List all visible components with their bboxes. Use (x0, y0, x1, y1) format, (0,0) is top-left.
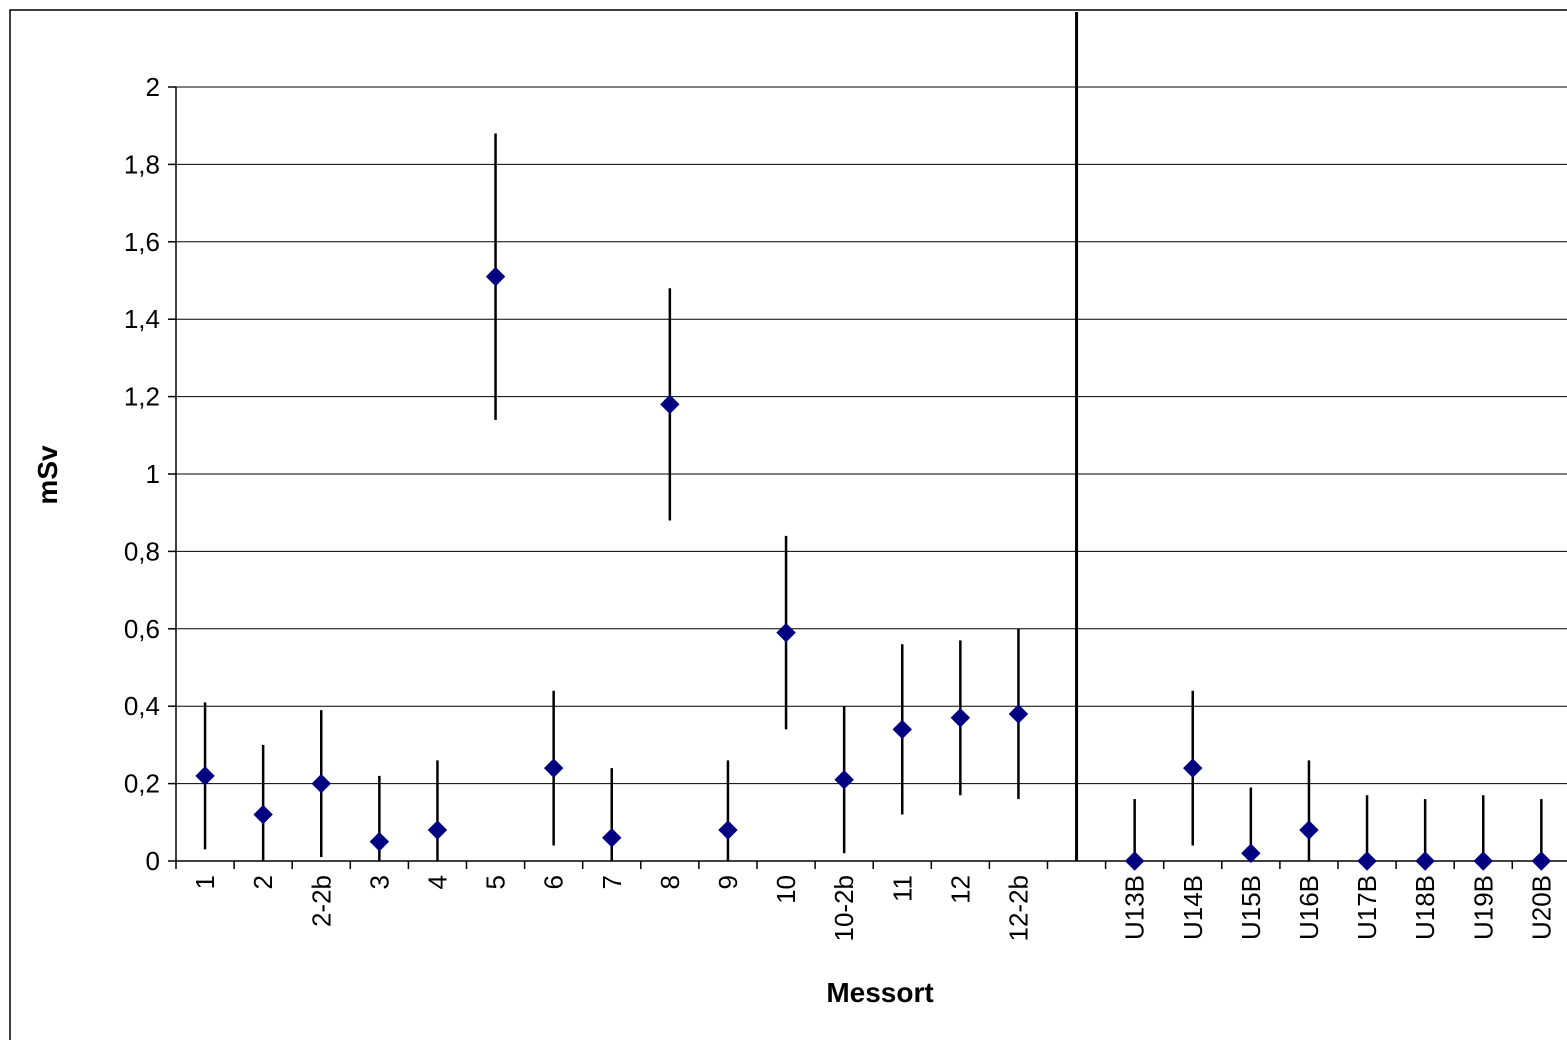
x-tick-label: U17B (1352, 875, 1382, 940)
data-point-marker (369, 831, 390, 852)
data-point-marker (834, 770, 854, 790)
x-tick-label: 6 (539, 875, 569, 889)
x-tick-label: 7 (597, 875, 627, 889)
x-tick-label: U16B (1294, 875, 1324, 940)
x-tick-label: 5 (481, 875, 511, 889)
error-bars (203, 133, 1543, 861)
data-point-marker (485, 266, 506, 287)
data-point-marker (1415, 851, 1435, 871)
chart-area-border (9, 9, 1567, 1040)
x-axis-ticks: 1 2 2-2b 3 4 5 6 7 8 9 10 10-2b 11 12 12-2b U13B U14B U15… (175, 861, 1556, 942)
data-point-marker (311, 773, 331, 794)
x-tick-label: 12-2b (1003, 875, 1033, 942)
x-tick-label: U20B (1526, 875, 1556, 940)
y-tick-label: 1 (146, 459, 160, 489)
x-tick-label: 1 (190, 875, 220, 889)
x-tick-label: 11 (887, 875, 917, 902)
gridlines (176, 86, 1567, 785)
y-tick-label: 1,2 (124, 382, 160, 412)
data-point-marker (195, 766, 215, 786)
data-point-marker (253, 804, 273, 825)
x-tick-label: 2-2b (306, 875, 336, 927)
y-tick-label: 1,6 (124, 227, 160, 257)
x-tick-label: U14B (1178, 875, 1208, 940)
x-tick-label: 12 (945, 875, 975, 904)
y-tick-label: 1,4 (124, 304, 160, 334)
data-point-marker (1531, 851, 1552, 871)
y-axis-title: mSv (32, 445, 63, 505)
data-point-marker (1299, 820, 1319, 840)
data-point-marker (776, 622, 796, 643)
x-tick-label: U15B (1236, 875, 1266, 940)
data-point-marker (543, 758, 564, 778)
data-points (195, 266, 1552, 871)
x-tick-label: 10-2b (829, 875, 859, 942)
data-point-marker (1241, 843, 1261, 863)
x-tick-label: 2 (248, 875, 278, 889)
y-tick-label: 0,2 (124, 769, 160, 799)
data-point-marker (1124, 851, 1145, 871)
x-tick-label: 4 (422, 875, 452, 889)
y-axis-ticks: 0 0,2 0,4 0,6 0,8 1 1,2 1,4 1,6 1,8 2 (124, 72, 176, 876)
y-tick-label: 0,8 (124, 536, 160, 566)
y-tick-label: 0,4 (124, 691, 160, 721)
data-point-marker (718, 820, 738, 840)
data-point-marker (427, 820, 448, 840)
data-point-marker (1357, 851, 1377, 871)
data-point-marker (1473, 851, 1493, 871)
x-tick-label: U18B (1410, 875, 1440, 940)
y-tick-label: 1,8 (124, 149, 160, 179)
x-axis-title: Messort (826, 977, 933, 1008)
y-tick-label: 0,6 (124, 614, 160, 644)
y-tick-label: 0 (146, 846, 160, 876)
data-point-marker (1183, 758, 1203, 778)
x-tick-label: 10 (771, 875, 801, 904)
x-tick-label: 9 (713, 875, 743, 889)
y-tick-label: 2 (146, 72, 160, 102)
data-point-marker (950, 708, 971, 728)
x-tick-label: 8 (655, 875, 685, 889)
x-tick-label: 3 (364, 875, 394, 889)
x-tick-label: U13B (1120, 875, 1150, 940)
data-point-marker (1008, 704, 1029, 724)
x-tick-label: U19B (1468, 875, 1498, 940)
data-point-marker (892, 719, 912, 740)
data-point-marker (602, 828, 622, 848)
data-point-marker (660, 394, 680, 415)
